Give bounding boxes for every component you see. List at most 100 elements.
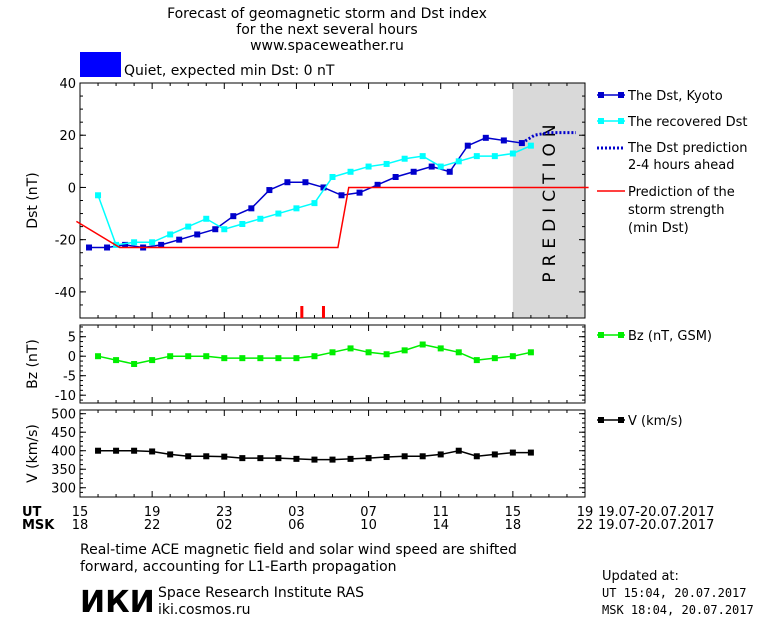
data-point [167,451,174,458]
data-point [311,456,318,463]
data-point [491,451,498,458]
header-line2: for the next several hours [236,22,417,38]
y-tick-label: 350 [51,463,76,478]
y-tick-label: 0 [68,350,76,365]
data-point [455,447,462,454]
data-point [257,355,264,362]
data-point [455,349,462,356]
data-point [419,453,426,460]
data-point [95,447,102,454]
data-point [221,355,228,362]
data-point [293,205,300,212]
time-axis: UT MSK 15 19 23 03 07 11 15 19 18 22 02 06 10 14 18 22… [22,505,714,533]
data-point [437,345,444,352]
data-point [356,189,363,196]
data-point [383,454,390,461]
y-tick-label: 300 [51,482,76,497]
data-point [329,349,336,356]
data-point [509,150,516,157]
data-point [410,168,417,175]
legend-dst-kyoto: The Dst, Kyoto [627,89,723,104]
data-point [257,215,264,222]
data-point [365,163,372,170]
data-point [95,192,102,199]
data-point [149,448,156,455]
data-point [527,349,534,356]
msk-tick: 22 [144,518,161,533]
data-point [239,221,246,227]
legend-dst-prediction: The Dst prediction [627,141,748,156]
data-point [428,163,435,170]
ut-date-range: 19.07-20.07.2017 [598,505,714,520]
y-tick-label: 450 [51,426,76,441]
data-point [446,168,453,175]
v-panel: 300 350 400 450 500 V (km/s) [25,408,586,498]
data-point [491,153,498,160]
data-point [419,341,426,348]
data-point [464,142,471,149]
footer-note-1: Real-time ACE magnetic field and solar w… [80,542,517,558]
y-axis-label: Dst (nT) [25,172,41,228]
msk-tick: 22 [577,518,594,533]
data-point [149,239,156,246]
updated-ut: UT 15:04, 20.07.2017 [602,586,747,600]
data-point [401,347,408,354]
y-axis-label: Bz (nT) [25,339,41,389]
data-point [122,241,129,248]
status-color-swatch [80,52,121,77]
legend: The Dst, Kyoto The recovered Dst The Dst… [597,89,748,429]
y-tick-label: 500 [51,408,76,423]
data-point [203,215,210,222]
ut-tick: 11 [432,505,449,520]
data-point [437,163,444,170]
data-point [374,181,381,188]
data-point [473,153,480,160]
legend-v: V (km/s) [628,414,683,429]
data-point [257,455,264,462]
data-point [275,210,282,217]
prediction-zone [512,83,585,318]
storm-marker [300,306,304,318]
ut-tick: 15 [72,505,89,520]
data-point [221,453,228,460]
legend-dst-prediction-2: 2-4 hours ahead [628,158,734,173]
data-point [194,231,201,238]
data-point [113,447,120,454]
data-point [347,168,354,175]
y-axis-label: V (km/s) [25,424,41,483]
data-point [293,455,300,462]
data-point [401,155,408,162]
data-point [113,357,120,364]
data-point [266,187,273,194]
y-tick-label: -40 [55,286,76,301]
ut-label: UT [22,505,42,520]
prediction-label: PREDICTION [540,118,560,282]
ut-tick: 19 [577,505,594,520]
ut-tick: 15 [505,505,522,520]
data-point [167,231,174,238]
data-point [365,349,372,356]
legend-storm-strength-3: (min Dst) [628,221,689,236]
data-point [284,179,291,186]
data-point [473,453,480,460]
status-label: Quiet, expected min Dst: 0 nT [124,63,335,79]
legend-bz: Bz (nT, GSM) [628,329,712,344]
data-point [527,449,534,456]
y-tick-label: 20 [59,129,76,144]
data-point [509,449,516,456]
series-line-0-1 [97,144,532,246]
data-point [293,355,300,362]
legend-recovered-dst: The recovered Dst [627,115,747,130]
updated-label: Updated at: [602,569,679,584]
data-point [158,241,165,248]
data-point [239,455,246,462]
data-point [185,353,192,360]
y-tick-label: -20 [55,234,76,249]
data-point [275,455,282,462]
updated-msk: MSK 18:04, 20.07.2017 [602,603,754,617]
data-point [383,160,390,167]
msk-tick: 18 [72,518,89,533]
series-line-0-0 [89,137,522,249]
msk-tick: 14 [432,518,449,533]
